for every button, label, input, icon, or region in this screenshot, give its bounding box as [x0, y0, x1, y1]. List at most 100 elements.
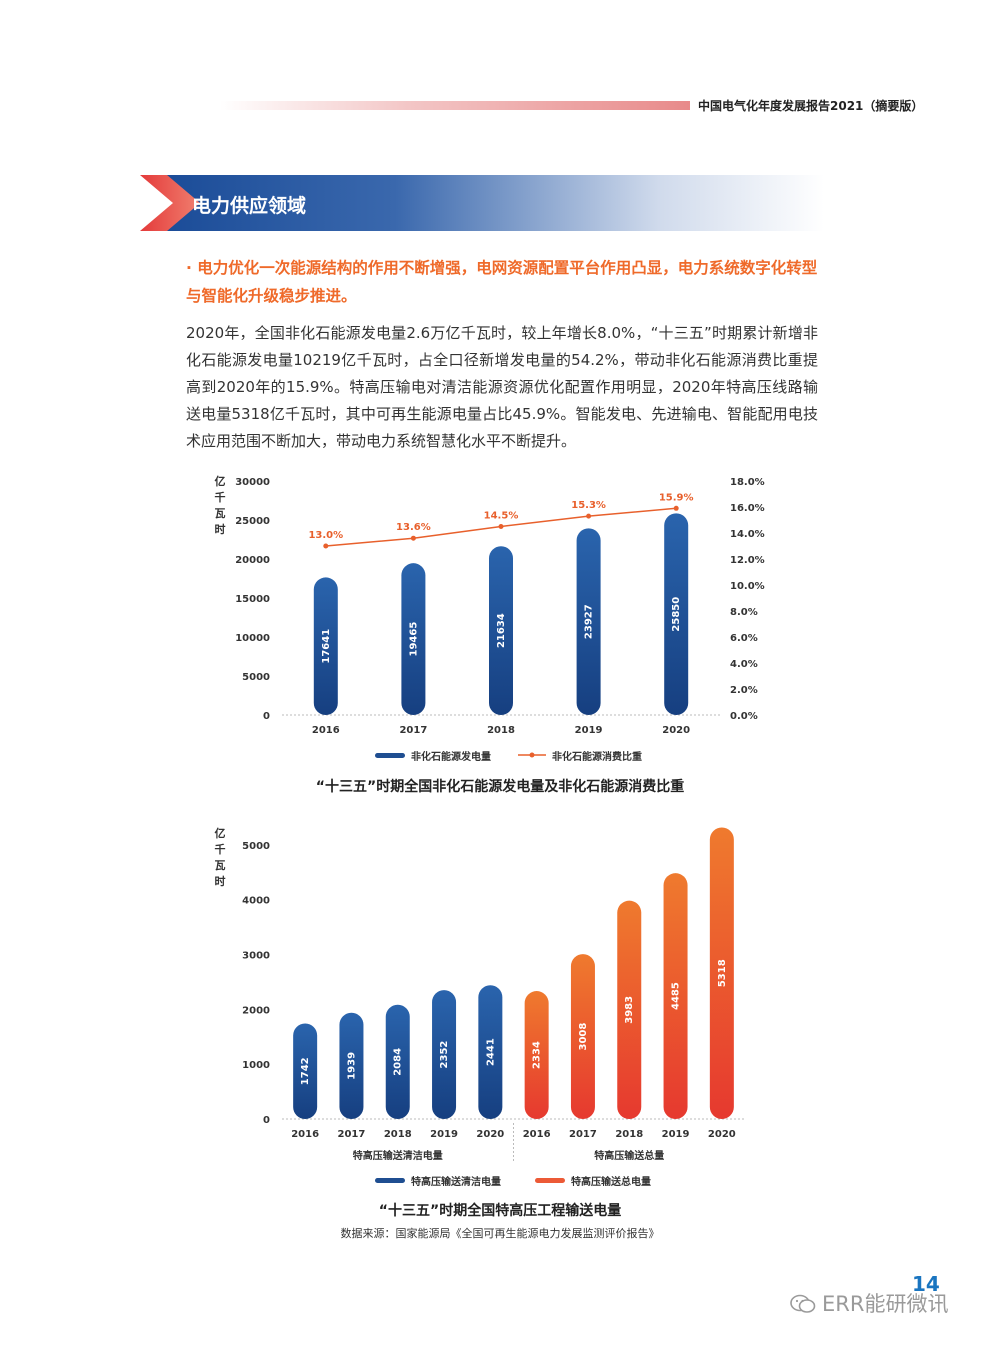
x-tick-label: 2017	[569, 1129, 597, 1140]
report-header-title: 中国电气化年度发展报告2021（摘要版）	[698, 99, 924, 113]
y-tick-label: 30000	[235, 477, 270, 488]
line-point	[498, 524, 504, 529]
x-tick-label: 2020	[708, 1129, 736, 1140]
bar-total-transmission	[524, 991, 549, 1119]
x-tick-label: 2018	[615, 1129, 643, 1140]
bar-total-transmission	[617, 900, 642, 1119]
y-tick-label: 3000	[242, 951, 270, 962]
line-value-label: 13.6%	[396, 522, 431, 533]
y-axis-label: 时	[215, 874, 226, 888]
bar-total-transmission	[663, 873, 688, 1119]
y-tick-label: 0	[263, 711, 270, 722]
y-axis-label: 亿	[215, 474, 226, 488]
x-tick-label: 2016	[523, 1129, 551, 1140]
x-tick-label: 2019	[662, 1129, 690, 1140]
bar-total-transmission	[709, 827, 734, 1119]
y-tick-label: 5000	[242, 672, 270, 683]
bar-clean-energy	[385, 1004, 410, 1119]
y-tick-label: 10000	[235, 633, 270, 644]
chart1-caption: “十三五”时期全国非化石能源发电量及非化石能源消费比重	[315, 779, 685, 795]
watermark: ERR能研微讯	[790, 1288, 948, 1318]
legend-label-share: 非化石能源消费比重	[552, 750, 642, 763]
y-tick-label: 15000	[235, 594, 270, 605]
legend-swatch-generation	[375, 753, 405, 758]
y2-tick-label: 14.0%	[730, 529, 765, 540]
y2-tick-label: 0.0%	[730, 711, 758, 722]
line-value-label: 13.0%	[308, 530, 343, 541]
bar-non-fossil-generation	[664, 513, 689, 715]
page-number: 14	[912, 1272, 940, 1296]
bar-clean-energy	[432, 990, 457, 1119]
legend-label-total: 特高压输送总电量	[571, 1175, 651, 1188]
data-source-note: 数据来源：国家能源局《全国可再生能源电力发展监测评价报告》	[340, 1227, 660, 1240]
x-tick-label: 2017	[338, 1129, 366, 1140]
y-tick-label: 25000	[235, 516, 270, 527]
section-banner: 电力供应领域	[140, 175, 824, 231]
bar-value-label: 5318	[717, 959, 728, 987]
line-value-label: 15.3%	[571, 500, 606, 511]
legend-swatch-share-point	[529, 752, 535, 758]
line-point	[410, 535, 416, 541]
bar-value-label: 21634	[496, 613, 507, 648]
line-point	[586, 513, 592, 519]
y2-tick-label: 18.0%	[730, 477, 765, 488]
y2-tick-label: 12.0%	[730, 555, 765, 566]
x-tick-label: 2018	[487, 725, 515, 736]
x-tick-label: 2020	[476, 1129, 504, 1140]
section-title: 电力供应领域	[192, 195, 307, 217]
legend-label-clean: 特高压输送清洁电量	[411, 1175, 501, 1188]
legend-swatch-total	[535, 1178, 565, 1183]
x-group-label: 特高压输送清洁电量	[353, 1149, 443, 1162]
bar-value-label: 25850	[671, 597, 682, 632]
y-tick-label: 2000	[242, 1005, 270, 1016]
line-point	[323, 543, 329, 549]
y2-tick-label: 16.0%	[730, 503, 765, 514]
header-gradient-bar	[220, 101, 690, 110]
y-axis-label: 亿	[215, 826, 226, 840]
x-tick-label: 2018	[384, 1129, 412, 1140]
y-tick-label: 20000	[235, 555, 270, 566]
y-tick-label: 1000	[242, 1060, 270, 1071]
line-value-label: 15.9%	[659, 492, 694, 503]
y-tick-label: 5000	[242, 841, 270, 852]
bar-value-label: 19465	[408, 622, 419, 657]
legend-label-generation: 非化石能源发电量	[411, 750, 491, 763]
bar-value-label: 1742	[300, 1057, 311, 1085]
bar-value-label: 23927	[584, 604, 595, 639]
x-tick-label: 2016	[291, 1129, 319, 1140]
bar-value-label: 1939	[346, 1052, 357, 1080]
chart2-caption: “十三五”时期全国特高压工程输送电量	[378, 1203, 622, 1219]
y-tick-label: 0	[263, 1115, 270, 1126]
lead-paragraph: · 电力优化一次能源结构的作用不断增强，电网资源配置平台作用凸显，电力系统数字化…	[186, 259, 818, 305]
x-tick-label: 2016	[312, 725, 340, 736]
bar-value-label: 3008	[578, 1023, 589, 1051]
chart-non-fossil-generation: 亿千瓦时 0 5000 10000 15000 20000 25000 30000 0.0% 2.…	[215, 474, 765, 763]
line-point	[673, 505, 679, 511]
x-tick-label: 2020	[662, 725, 690, 736]
y-tick-label: 4000	[242, 896, 270, 907]
bar-value-label: 3983	[624, 996, 635, 1024]
y2-tick-label: 6.0%	[730, 633, 758, 644]
wechat-icon	[790, 1294, 816, 1313]
bar-value-label: 2334	[532, 1041, 543, 1069]
watermark-text: ERR能研微讯	[822, 1292, 949, 1316]
bar-clean-energy	[478, 985, 503, 1119]
y-axis-label: 千	[215, 490, 226, 504]
x-tick-label: 2019	[430, 1129, 458, 1140]
x-tick-label: 2017	[399, 725, 427, 736]
y-axis-label: 时	[215, 522, 226, 536]
bar-value-label: 4485	[671, 982, 682, 1010]
bar-clean-energy	[339, 1012, 364, 1119]
y2-tick-label: 2.0%	[730, 685, 758, 696]
x-tick-label: 2019	[575, 725, 603, 736]
bar-value-label: 2441	[485, 1038, 496, 1066]
bar-value-label: 2352	[439, 1041, 450, 1069]
section-banner-background	[164, 175, 824, 231]
bar-non-fossil-generation	[313, 577, 338, 715]
bar-value-label: 2084	[393, 1048, 404, 1076]
y2-tick-label: 10.0%	[730, 581, 765, 592]
bar-clean-energy	[293, 1023, 318, 1119]
bar-non-fossil-generation	[576, 528, 601, 715]
y-axis-label: 瓦	[215, 859, 226, 872]
x-group-label: 特高压输送总量	[594, 1149, 664, 1162]
